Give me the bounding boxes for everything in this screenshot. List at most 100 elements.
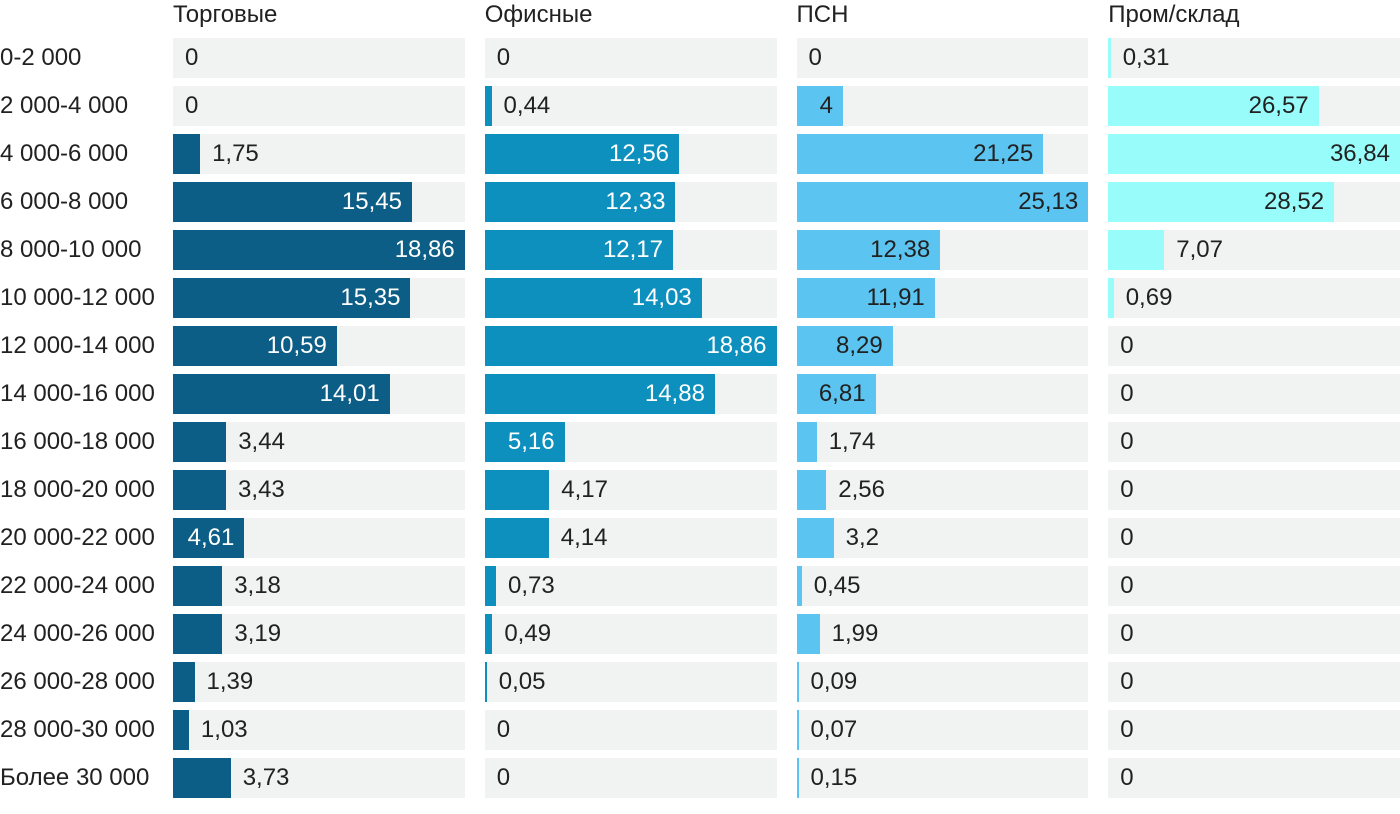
bar-track: 0,05 [484, 662, 777, 702]
bar [173, 230, 465, 270]
bar-track: 4 [796, 86, 1089, 126]
row-label: 2 000-4 000 [0, 92, 129, 119]
bar-track: 26,57 [1108, 86, 1400, 126]
bar [173, 278, 411, 318]
value-label: 1,39 [206, 668, 254, 695]
bar-track: 4,17 [484, 470, 777, 510]
value-label: 0,09 [810, 668, 858, 695]
value-label: 18,86 [706, 332, 767, 359]
bar [484, 566, 497, 606]
value-label: 0 [185, 44, 199, 71]
bar-track: 11,91 [796, 278, 1089, 318]
bar [484, 86, 492, 126]
bar [173, 134, 201, 174]
bar [173, 470, 227, 510]
value-label: 1,75 [212, 140, 259, 167]
column-header: Торговые [173, 1, 278, 28]
bar [484, 614, 493, 654]
table-row: 0-2 000 0 0 0 0,31 [0, 38, 1400, 78]
value-label: 14,01 [319, 380, 380, 407]
value-label: 0 [808, 44, 822, 71]
value-label: 0 [1120, 476, 1134, 503]
bar-track: 0 [1108, 662, 1400, 702]
bar-track: 0,49 [484, 614, 777, 654]
value-label: 21,25 [973, 140, 1034, 167]
bar [796, 614, 820, 654]
bar-track: 4,61 [173, 518, 465, 558]
bar [796, 518, 834, 558]
table-row: 14 000-16 000 14,01 14,88 6,81 0 [0, 374, 1400, 414]
bar [1108, 230, 1165, 270]
value-label: 0,73 [508, 572, 555, 599]
row-label: 12 000-14 000 [0, 332, 155, 359]
bar [796, 230, 941, 270]
value-label: 1,99 [831, 620, 879, 647]
bar-track: 0 [484, 38, 777, 78]
bar [484, 230, 673, 270]
value-label: 4,14 [560, 524, 608, 551]
bar [484, 422, 565, 462]
bar-track: 12,38 [796, 230, 1089, 270]
table-row: 20 000-22 000 4,61 4,14 3,2 0 [0, 518, 1400, 558]
bar [484, 134, 680, 174]
value-label: 0 [496, 44, 511, 71]
bar-track: 0 [1108, 566, 1400, 606]
bar-track: 15,45 [173, 182, 465, 222]
bar-track: 5,16 [484, 422, 777, 462]
value-label: 3,73 [242, 764, 290, 791]
bar-track: 8,29 [796, 326, 1089, 366]
bar-track: 0 [1108, 374, 1400, 414]
bar [796, 374, 876, 414]
bar [173, 374, 390, 414]
value-label: 1,03 [200, 716, 248, 743]
bar [173, 662, 195, 702]
bar-track: 4,14 [484, 518, 777, 558]
bar [173, 518, 245, 558]
bar-track: 21,25 [796, 134, 1089, 174]
value-label: 25,13 [1018, 188, 1079, 215]
bar-track: 25,13 [796, 182, 1089, 222]
table-row: 16 000-18 000 3,44 5,16 1,74 0 [0, 422, 1400, 462]
bar-track: 0 [1108, 710, 1400, 750]
bar [796, 134, 1044, 174]
bar-track: 12,17 [484, 230, 777, 270]
value-label: 14,88 [644, 380, 705, 407]
header-spacer [0, 0, 173, 38]
bar-track: 0,73 [484, 566, 777, 606]
column-header: ПСН [796, 1, 849, 28]
value-label: 10,59 [266, 332, 327, 359]
bar [796, 710, 799, 750]
row-label: 22 000-24 000 [0, 572, 155, 599]
bar [484, 278, 702, 318]
bar-track: 0 [484, 710, 777, 750]
bar-track: 1,75 [173, 134, 465, 174]
value-label: 2,56 [838, 476, 885, 503]
bar [173, 710, 189, 750]
value-label: 3,2 [845, 524, 880, 551]
bar [484, 518, 549, 558]
bar-track: 3,44 [173, 422, 465, 462]
bar-track: 0 [1108, 326, 1400, 366]
value-label: 15,45 [341, 188, 402, 215]
value-label: 3,19 [234, 620, 282, 647]
value-label: 0 [1120, 716, 1134, 743]
value-label: 3,44 [238, 428, 285, 455]
value-label: 1,74 [828, 428, 876, 455]
bar-track: 6,81 [796, 374, 1089, 414]
bar [796, 182, 1089, 222]
bar-track: 0 [1108, 422, 1400, 462]
value-label: 3,18 [234, 572, 281, 599]
row-label: 4 000-6 000 [0, 140, 129, 167]
table-row: 10 000-12 000 15,35 14,03 11,91 0,69 [0, 278, 1400, 318]
value-label: 6,81 [818, 380, 866, 407]
value-label: 12,56 [608, 140, 670, 167]
value-label: 0 [1120, 620, 1134, 647]
column-headers-row: Торговые Офисные ПСН Пром/склад [0, 0, 1400, 38]
bar [1108, 278, 1114, 318]
value-label: 8,29 [836, 332, 883, 359]
bar-track: 3,73 [173, 758, 465, 798]
value-label: 0,69 [1125, 284, 1173, 311]
bar [796, 470, 827, 510]
column-header: Офисные [484, 1, 593, 28]
